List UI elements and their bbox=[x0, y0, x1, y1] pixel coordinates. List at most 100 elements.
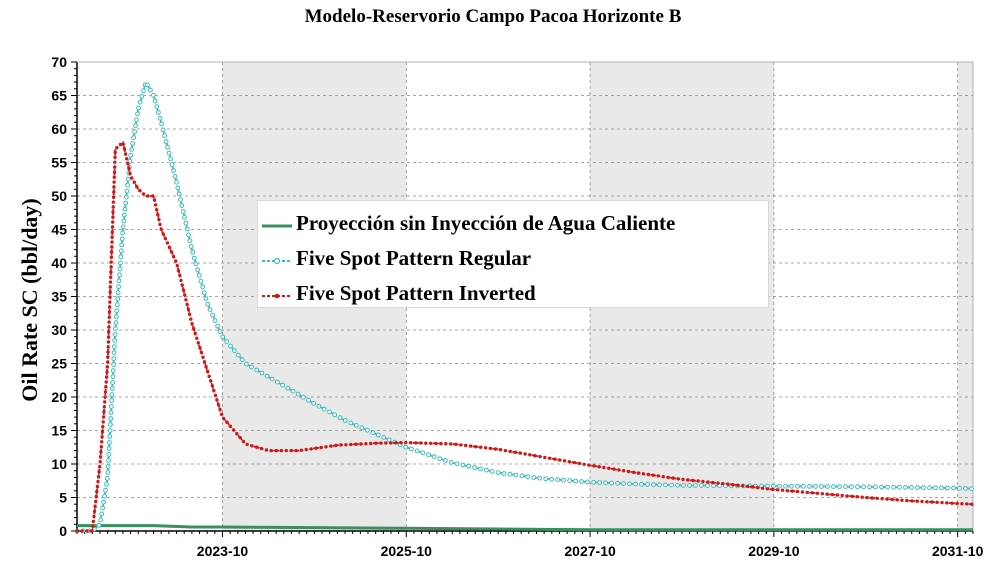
data-point bbox=[585, 479, 590, 485]
data-point bbox=[90, 529, 94, 533]
data-point bbox=[93, 504, 97, 509]
data-point bbox=[105, 365, 110, 369]
data-point bbox=[615, 480, 620, 486]
data-point bbox=[107, 315, 112, 319]
data-point bbox=[119, 242, 125, 248]
data-point bbox=[597, 480, 602, 485]
data-point bbox=[845, 494, 849, 498]
data-point bbox=[92, 514, 96, 519]
y-tick-label: 30 bbox=[51, 322, 67, 338]
data-point bbox=[915, 499, 919, 503]
data-point bbox=[225, 420, 229, 425]
data-point bbox=[110, 240, 114, 244]
data-point bbox=[627, 481, 632, 487]
data-point bbox=[115, 146, 119, 150]
data-point bbox=[807, 484, 812, 489]
data-point bbox=[885, 497, 889, 501]
data-point bbox=[94, 494, 99, 499]
data-point bbox=[123, 200, 129, 206]
data-point bbox=[180, 283, 184, 287]
data-point bbox=[591, 479, 596, 485]
data-point bbox=[370, 430, 376, 436]
data-point bbox=[731, 483, 735, 487]
data-point bbox=[507, 471, 513, 477]
data-point bbox=[188, 244, 194, 249]
data-point bbox=[105, 470, 111, 475]
data-point bbox=[469, 444, 473, 448]
data-point bbox=[110, 245, 114, 249]
data-point bbox=[105, 464, 111, 469]
data-point bbox=[651, 482, 656, 488]
data-point bbox=[110, 235, 114, 239]
series-line bbox=[77, 524, 973, 532]
data-point bbox=[106, 350, 110, 354]
data-point bbox=[187, 312, 192, 316]
data-point bbox=[746, 484, 750, 489]
data-point bbox=[108, 300, 112, 304]
data-point bbox=[104, 375, 109, 379]
data-point bbox=[364, 442, 368, 446]
data-point bbox=[324, 445, 328, 449]
data-point bbox=[228, 343, 233, 349]
data-point bbox=[909, 485, 914, 490]
data-point bbox=[132, 180, 136, 184]
data-point bbox=[587, 463, 591, 467]
data-point bbox=[671, 476, 675, 480]
data-point bbox=[152, 98, 158, 104]
data-point bbox=[369, 441, 373, 446]
data-point bbox=[92, 509, 97, 514]
data-point bbox=[100, 435, 104, 439]
data-point bbox=[232, 348, 237, 354]
data-point bbox=[186, 232, 191, 238]
data-point bbox=[466, 463, 472, 469]
data-point bbox=[108, 290, 112, 294]
data-point bbox=[169, 162, 175, 168]
data-point bbox=[875, 496, 879, 500]
data-point bbox=[182, 214, 187, 220]
data-point bbox=[780, 488, 785, 492]
data-point bbox=[110, 230, 115, 234]
data-point bbox=[166, 150, 172, 156]
data-point bbox=[783, 483, 788, 489]
y-tick-label: 5 bbox=[59, 490, 67, 506]
data-point bbox=[603, 480, 608, 486]
data-point bbox=[523, 452, 527, 456]
data-point bbox=[112, 190, 116, 194]
data-point bbox=[897, 484, 902, 490]
data-point bbox=[235, 432, 239, 436]
data-point bbox=[705, 483, 710, 489]
x-tick-label: 2031-10 bbox=[932, 543, 984, 559]
data-point bbox=[493, 447, 498, 451]
data-point bbox=[120, 224, 126, 230]
data-point bbox=[205, 369, 210, 374]
data-point bbox=[426, 452, 431, 458]
data-point bbox=[849, 484, 854, 490]
data-point bbox=[215, 323, 221, 329]
data-point bbox=[513, 472, 519, 478]
data-point bbox=[145, 82, 150, 88]
data-point bbox=[716, 481, 720, 485]
data-point bbox=[945, 501, 949, 505]
data-point bbox=[96, 475, 101, 479]
data-point bbox=[339, 443, 343, 447]
data-point bbox=[109, 265, 113, 269]
data-point bbox=[699, 483, 704, 488]
data-point bbox=[935, 500, 939, 504]
data-point bbox=[245, 442, 249, 447]
data-point bbox=[651, 473, 655, 477]
data-point bbox=[193, 261, 199, 267]
data-point bbox=[130, 141, 136, 146]
data-point bbox=[217, 329, 223, 334]
data-point bbox=[508, 449, 512, 454]
data-point bbox=[191, 255, 197, 261]
data-point bbox=[113, 326, 118, 332]
data-point bbox=[207, 374, 211, 378]
data-point bbox=[597, 465, 601, 469]
data-point bbox=[289, 448, 293, 453]
data-point bbox=[109, 398, 114, 403]
data-point bbox=[424, 441, 428, 445]
data-point bbox=[429, 441, 433, 445]
data-point bbox=[125, 176, 131, 182]
data-point bbox=[118, 260, 123, 266]
data-point bbox=[224, 339, 230, 344]
